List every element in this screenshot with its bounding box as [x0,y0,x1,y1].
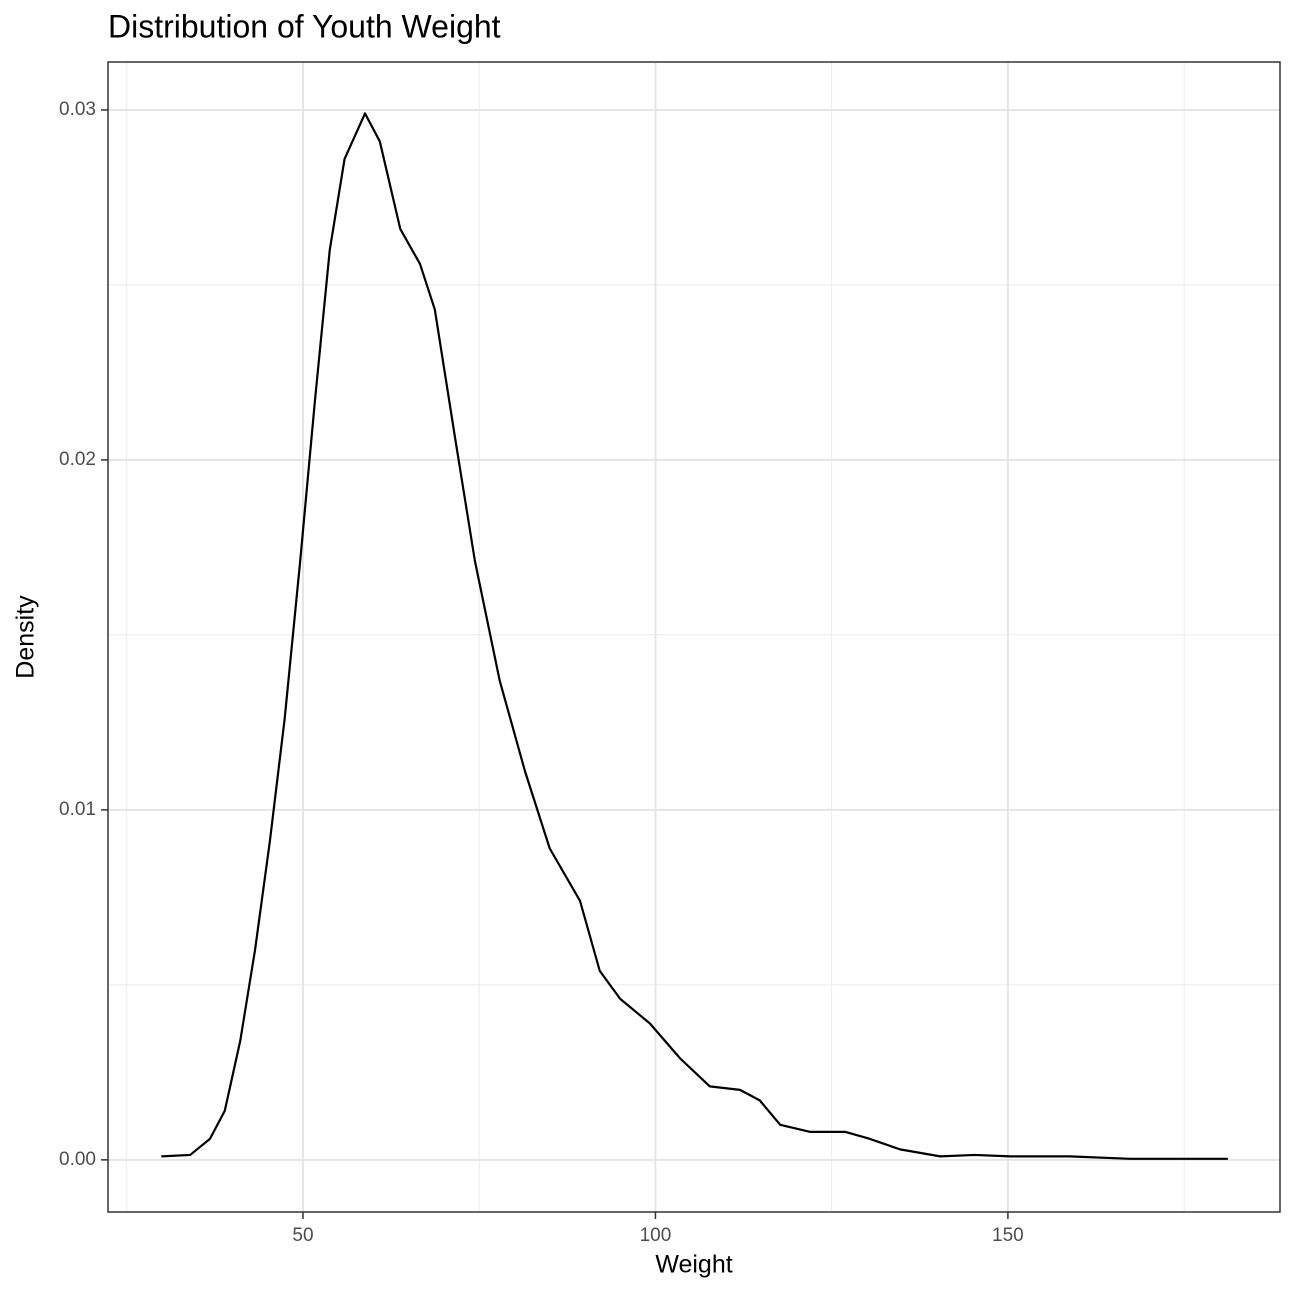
x-tick-label: 50 [292,1225,313,1246]
y-tick-label: 0.01 [59,799,96,820]
density-line [161,112,1228,1160]
panel-border [107,61,1281,1213]
x-axis-title: Weight [655,1251,732,1279]
y-tick-label: 0.02 [59,449,96,470]
chart-title: Distribution of Youth Weight [108,8,501,44]
x-tick-label: 100 [640,1225,672,1246]
y-axis-title: Density [12,595,40,679]
x-tick-label: 150 [992,1225,1024,1246]
y-tick-label: 0.03 [59,99,96,120]
y-tick-label: 0.00 [59,1149,96,1170]
